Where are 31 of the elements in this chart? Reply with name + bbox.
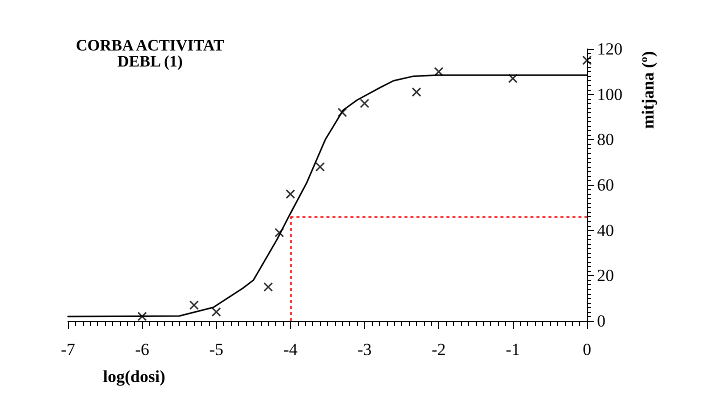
point (508, 74, 518, 84)
y-tick-label: 120 (597, 40, 622, 58)
y-tick-label: 20 (597, 266, 614, 286)
x-tick-label: 0 (582, 340, 592, 359)
point (286, 189, 296, 199)
point (582, 56, 592, 66)
point (137, 312, 147, 322)
y-tick-label: 80 (597, 130, 614, 150)
x-tick-label: -3 (357, 340, 372, 359)
x-axis-title: log(dosi) (103, 367, 166, 386)
x-tick-label: -4 (283, 340, 298, 359)
y-tick-label: 0 (597, 312, 606, 330)
point (263, 282, 273, 292)
y-axis-title: mitjana (º) (638, 51, 658, 129)
x-tick-label: -2 (432, 340, 446, 359)
y-tick-label: 60 (597, 176, 614, 194)
x-tick-label: -6 (135, 340, 150, 359)
point (274, 228, 284, 238)
point (315, 162, 325, 172)
x-tick-label: -5 (209, 340, 224, 359)
point (412, 87, 422, 97)
point (212, 307, 222, 317)
point (434, 66, 444, 76)
x-tick-label: -1 (506, 340, 520, 359)
point (360, 98, 370, 108)
point (189, 300, 199, 310)
point (338, 108, 348, 118)
y-tick-label: 40 (597, 220, 614, 240)
y-tick-label: 100 (597, 84, 622, 104)
chart-title: CORBA ACTIVITAT DEBL (1) (76, 38, 224, 70)
x-tick-label: -7 (60, 340, 76, 359)
